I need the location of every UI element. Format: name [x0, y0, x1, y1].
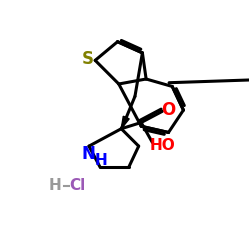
Text: O: O [161, 101, 175, 119]
Text: Cl: Cl [70, 178, 86, 194]
Polygon shape [121, 116, 129, 129]
Text: HO: HO [150, 138, 176, 153]
Text: N: N [82, 145, 96, 163]
Text: H: H [94, 153, 107, 168]
Text: S: S [82, 50, 94, 68]
Text: H: H [49, 178, 62, 194]
